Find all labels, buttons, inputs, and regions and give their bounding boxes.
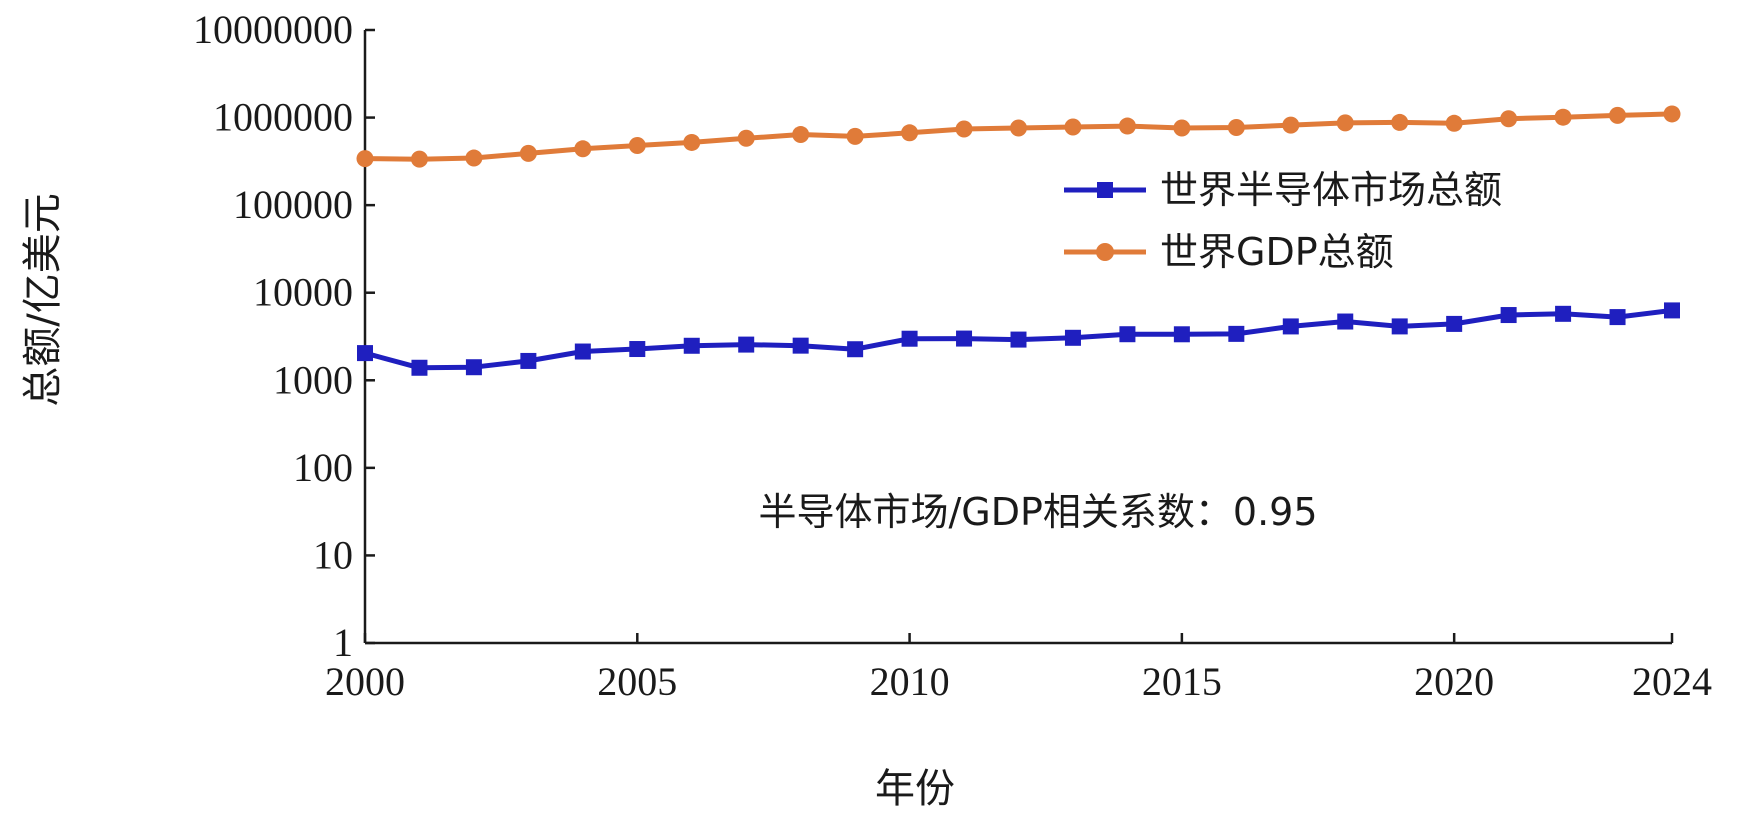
data-point bbox=[1446, 315, 1463, 332]
data-point bbox=[357, 345, 373, 362]
series-layer bbox=[356, 105, 1681, 376]
legend: 世界半导体市场总额 世界GDP总额 bbox=[1064, 168, 1502, 274]
x-tick-label: 2015 bbox=[1142, 659, 1222, 704]
data-point bbox=[1118, 117, 1136, 135]
data-point bbox=[1500, 110, 1518, 128]
data-point bbox=[1336, 114, 1354, 132]
y-tick-label: 10000000 bbox=[193, 7, 353, 52]
legend-marker-semiconductor bbox=[1097, 182, 1113, 198]
x-axis-title: 年份 bbox=[875, 766, 955, 812]
data-point bbox=[1064, 118, 1082, 136]
legend-marker-gdp bbox=[1096, 243, 1114, 261]
data-point bbox=[792, 126, 810, 144]
data-point bbox=[465, 359, 482, 376]
y-tick-label: 1000000 bbox=[213, 95, 353, 140]
data-point bbox=[1173, 119, 1191, 137]
data-point bbox=[738, 336, 755, 353]
data-point bbox=[1010, 119, 1027, 137]
data-point bbox=[411, 359, 428, 376]
data-point bbox=[1337, 313, 1354, 330]
legend-label-gdp: 世界GDP总额 bbox=[1160, 230, 1394, 274]
x-tick-label: 2010 bbox=[870, 659, 950, 704]
data-point bbox=[1609, 309, 1626, 326]
x-tick-label: 2005 bbox=[597, 659, 677, 704]
y-tick-label: 100000 bbox=[233, 182, 353, 227]
legend-item-semiconductor: 世界半导体市场总额 bbox=[1064, 168, 1502, 212]
data-point bbox=[628, 136, 646, 154]
data-point bbox=[1609, 106, 1627, 124]
data-point bbox=[901, 330, 918, 347]
data-point bbox=[1391, 318, 1408, 335]
plot-area: 1 10 100 1000 10000 100000 1000000 10000000 200… bbox=[193, 7, 1712, 704]
series-0 bbox=[357, 302, 1680, 376]
data-point bbox=[846, 127, 864, 145]
data-point bbox=[574, 140, 592, 158]
data-point bbox=[683, 337, 700, 354]
data-point bbox=[356, 150, 374, 168]
y-tick-label: 10 bbox=[313, 532, 353, 577]
y-axis-title: 总额/亿美元 bbox=[20, 193, 66, 406]
legend-label-semiconductor: 世界半导体市场总额 bbox=[1160, 168, 1502, 212]
data-point bbox=[1282, 116, 1300, 134]
y-ticks: 1 10 100 1000 10000 100000 1000000 10000000 bbox=[193, 7, 375, 665]
data-point bbox=[955, 120, 973, 138]
data-point bbox=[1500, 307, 1517, 324]
data-point bbox=[901, 124, 919, 142]
data-point bbox=[1391, 113, 1409, 131]
data-point bbox=[1064, 329, 1081, 346]
data-point bbox=[1555, 305, 1572, 322]
data-point bbox=[847, 341, 864, 358]
data-point bbox=[683, 133, 701, 151]
x-tick-label: 2024 bbox=[1632, 659, 1712, 704]
data-point bbox=[520, 352, 537, 369]
x-tick-label: 2000 bbox=[325, 659, 405, 704]
data-point bbox=[1119, 326, 1136, 343]
data-point bbox=[1010, 331, 1027, 348]
data-point bbox=[956, 330, 973, 347]
y-tick-label: 1 bbox=[333, 620, 353, 665]
data-point bbox=[1445, 114, 1463, 132]
data-point bbox=[1663, 105, 1681, 123]
data-point bbox=[410, 150, 428, 168]
data-point bbox=[574, 343, 591, 360]
data-point bbox=[519, 144, 537, 162]
legend-item-gdp: 世界GDP总额 bbox=[1064, 230, 1394, 274]
data-point bbox=[1228, 325, 1245, 342]
series-1 bbox=[356, 105, 1681, 168]
y-tick-label: 100 bbox=[293, 445, 353, 490]
correlation-annotation: 半导体市场/GDP相关系数：0.95 bbox=[758, 490, 1317, 534]
data-point bbox=[1173, 326, 1190, 343]
data-point bbox=[465, 149, 483, 167]
data-point bbox=[737, 129, 755, 147]
data-point bbox=[1554, 108, 1572, 126]
x-ticks: 2000 2005 2010 2015 2020 2024 bbox=[325, 633, 1712, 704]
x-tick-label: 2020 bbox=[1414, 659, 1494, 704]
data-point bbox=[1227, 119, 1245, 137]
data-point bbox=[629, 341, 646, 358]
data-point bbox=[1282, 318, 1299, 335]
y-tick-label: 1000 bbox=[273, 357, 353, 402]
data-point bbox=[1664, 302, 1680, 319]
data-point bbox=[792, 337, 809, 354]
y-tick-label: 10000 bbox=[253, 270, 353, 315]
